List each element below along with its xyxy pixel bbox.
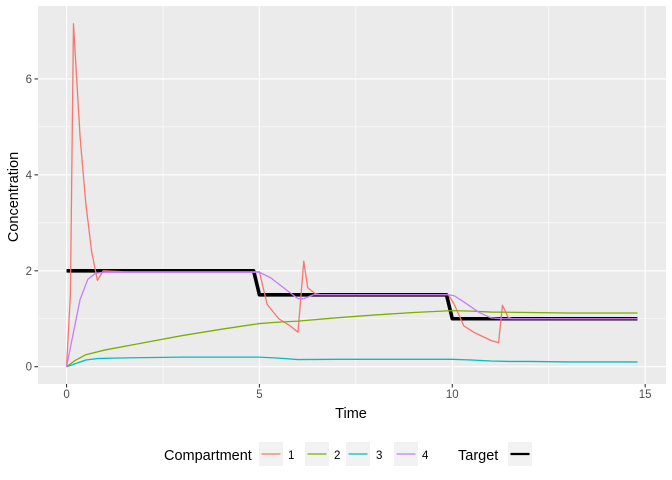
series-line-4 [65, 271, 638, 367]
legend: Compartment 1 2 3 4 Target [164, 442, 532, 466]
y-axis-title: Concentration [6, 152, 22, 242]
x-tick-label: 10 [446, 389, 459, 401]
legend-item-4: 4 [394, 442, 429, 466]
y-tick-label: 0 [26, 362, 32, 374]
series-line-2 [66, 309, 638, 368]
series-line-3 [66, 356, 638, 368]
legend-item-target [508, 442, 532, 466]
x-axis-title: Time [335, 406, 367, 422]
tick-labels: 0 5 10 15 0 2 4 6 [26, 74, 652, 401]
legend-title-target: Target [458, 448, 498, 464]
legend-item-3: 3 [346, 442, 382, 466]
series-layer [65, 23, 638, 368]
x-tick-label: 0 [63, 389, 69, 401]
y-tick-label: 6 [26, 74, 32, 86]
y-tick-label: 2 [26, 266, 32, 278]
axis-ticks [34, 78, 646, 388]
legend-title-compartment: Compartment [164, 448, 252, 464]
x-tick-label: 5 [256, 389, 262, 401]
legend-item-1: 1 [259, 442, 294, 466]
y-tick-label: 4 [26, 170, 33, 182]
plot-panel [38, 6, 666, 384]
legend-label-1: 1 [288, 450, 294, 462]
series-line-1 [65, 23, 638, 367]
legend-label-3: 3 [376, 450, 382, 462]
legend-label-4: 4 [422, 450, 429, 462]
legend-label-2: 2 [334, 450, 340, 462]
x-tick-label: 15 [639, 389, 652, 401]
legend-item-2: 2 [305, 442, 340, 466]
